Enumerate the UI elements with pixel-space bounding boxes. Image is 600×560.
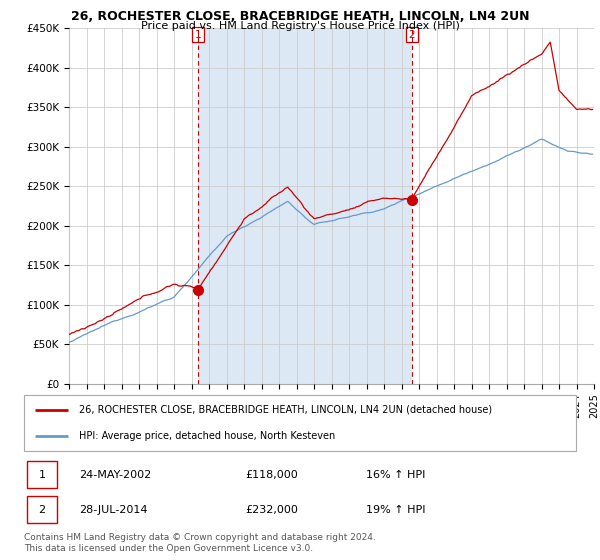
Text: 26, ROCHESTER CLOSE, BRACEBRIDGE HEATH, LINCOLN, LN4 2UN (detached house): 26, ROCHESTER CLOSE, BRACEBRIDGE HEATH, … xyxy=(79,405,493,415)
Bar xyxy=(199,28,412,384)
Text: £232,000: £232,000 xyxy=(245,505,298,515)
Text: 28-JUL-2014: 28-JUL-2014 xyxy=(79,505,148,515)
Text: £118,000: £118,000 xyxy=(245,470,298,479)
Text: Price paid vs. HM Land Registry's House Price Index (HPI): Price paid vs. HM Land Registry's House … xyxy=(140,21,460,31)
Text: 24-MAY-2002: 24-MAY-2002 xyxy=(79,470,151,479)
Text: Contains HM Land Registry data © Crown copyright and database right 2024.
This d: Contains HM Land Registry data © Crown c… xyxy=(24,533,376,553)
Text: 16% ↑ HPI: 16% ↑ HPI xyxy=(366,470,425,479)
FancyBboxPatch shape xyxy=(27,496,57,523)
Text: 19% ↑ HPI: 19% ↑ HPI xyxy=(366,505,426,515)
FancyBboxPatch shape xyxy=(27,461,57,488)
Text: 2: 2 xyxy=(38,505,46,515)
FancyBboxPatch shape xyxy=(24,395,576,451)
Text: HPI: Average price, detached house, North Kesteven: HPI: Average price, detached house, Nort… xyxy=(79,431,335,441)
Text: 26, ROCHESTER CLOSE, BRACEBRIDGE HEATH, LINCOLN, LN4 2UN: 26, ROCHESTER CLOSE, BRACEBRIDGE HEATH, … xyxy=(71,10,529,23)
Text: 1: 1 xyxy=(38,470,46,479)
Text: 1: 1 xyxy=(195,30,202,40)
Text: 2: 2 xyxy=(409,30,415,40)
